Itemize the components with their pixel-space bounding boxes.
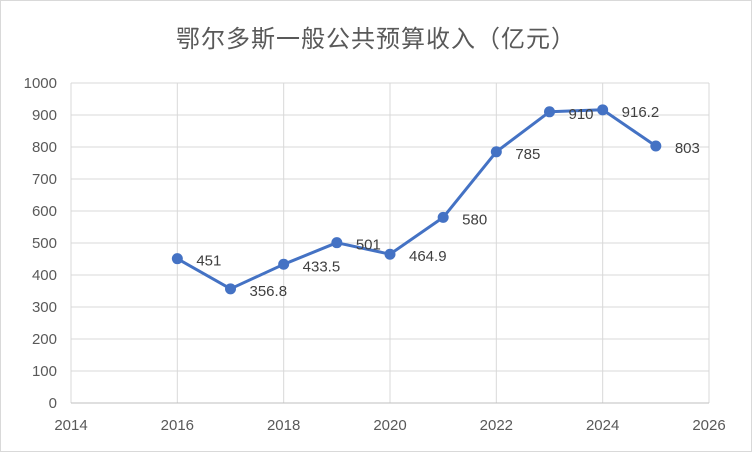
gridlines: [70, 82, 710, 404]
data-label: 580: [462, 211, 487, 228]
x-tick-label: 2024: [586, 417, 619, 434]
x-tick-label: 2020: [373, 417, 406, 434]
data-label: 464.9: [409, 248, 447, 265]
data-label: 451: [196, 253, 221, 270]
x-tick-label: 2014: [54, 417, 87, 434]
y-tick-label: 700: [32, 171, 57, 188]
series-line-group: [171, 104, 662, 295]
y-tick-label: 800: [32, 139, 57, 156]
y-tick-label: 600: [32, 203, 57, 220]
y-tick-label: 300: [32, 299, 57, 316]
x-tick-label: 2016: [161, 417, 194, 434]
data-label: 433.5: [303, 258, 341, 275]
data-point: [597, 104, 609, 116]
data-point: [171, 253, 183, 265]
y-tick-label: 100: [32, 363, 57, 380]
series-line: [176, 108, 657, 291]
data-label: 910: [569, 106, 594, 123]
y-tick-label: 0: [49, 395, 57, 412]
y-tick-label: 400: [32, 267, 57, 284]
y-tick-label: 900: [32, 107, 57, 124]
x-tick-label: 2022: [480, 417, 513, 434]
data-point: [437, 211, 449, 223]
y-tick-label: 500: [32, 235, 57, 252]
y-tick-label: 200: [32, 331, 57, 348]
data-point: [278, 258, 290, 270]
y-tick-label: 1000: [24, 75, 57, 92]
x-tick-label: 2026: [692, 417, 725, 434]
data-point: [544, 106, 555, 118]
data-point: [650, 140, 662, 152]
data-label: 803: [675, 140, 700, 157]
data-label: 501: [356, 237, 381, 254]
axes: 0 100 200 300 400 500 600 700 800 900 1000 2014 2016…: [24, 75, 726, 434]
chart-title: 鄂尔多斯一般公共预算收入（亿元）: [176, 25, 576, 53]
x-tick-label: 2018: [267, 417, 300, 434]
data-label: 916.2: [622, 104, 660, 121]
data-point: [384, 248, 396, 260]
data-labels: 451 356.8 433.5 501 464.9 580 785 910 916.2 803: [196, 104, 700, 300]
data-label: 356.8: [250, 283, 288, 300]
data-point: [331, 237, 343, 249]
data-point: [225, 283, 236, 295]
data-label: 785: [515, 146, 540, 163]
data-point: [490, 146, 502, 158]
